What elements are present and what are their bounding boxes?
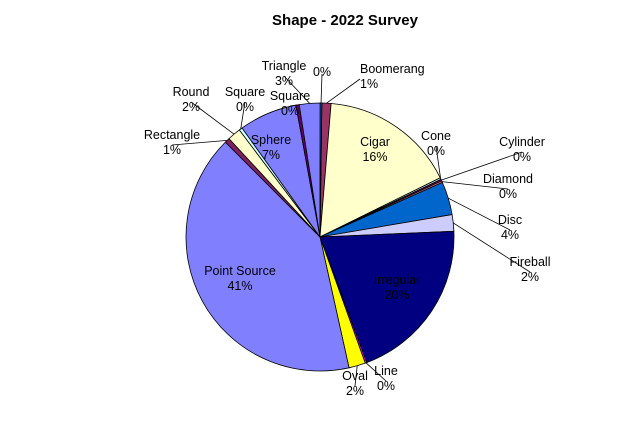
slice-label-square-13: Square (225, 85, 265, 99)
chart-title: Shape - 2022 Survey (272, 12, 419, 29)
pie-slices (185, 102, 455, 372)
slice-percent-rectangle-11: 1% (163, 143, 181, 157)
slice-label-cigar-1: Cigar (360, 135, 390, 149)
leader-line-disc-5 (448, 197, 511, 231)
slice-label-irregular-7: Irregular (374, 273, 421, 287)
slice-label-boomerang-0: Boomerang (360, 62, 425, 76)
slice-percent-irregular-7: 20% (384, 288, 409, 302)
slice-percent-round-12: 2% (182, 100, 200, 114)
slice-label-square-15: Square (270, 89, 310, 103)
leader-line-square-13 (240, 101, 246, 130)
slice-label-disc-5: Disc (498, 213, 522, 227)
slice-label-diamond-4: Diamond (483, 172, 533, 186)
slice-percent-unnamed-17: 0% (313, 65, 331, 79)
slice-label-cylinder-3: Cylinder (499, 135, 545, 149)
leader-line-unnamed-17 (320, 73, 323, 104)
slice-label-oval-9: Oval (342, 369, 368, 383)
leader-line-cylinder-3 (441, 151, 523, 181)
leader-line-square-15 (289, 104, 298, 107)
pie-slice-cigar-1 (319, 103, 441, 238)
slice-percent-point-source-10: 41% (227, 279, 252, 293)
pie-slice-irregular-7 (319, 230, 455, 364)
slice-label-rectangle-11: Rectangle (144, 128, 200, 142)
leader-line-boomerang-0 (326, 78, 361, 104)
slice-percent-disc-5: 4% (501, 228, 519, 242)
slice-percent-square-15: 0% (281, 104, 299, 118)
slice-label-point-source-10: Point Source (204, 264, 276, 278)
slice-label-line-8: Line (374, 364, 398, 378)
slice-label-round-12: Round (173, 85, 210, 99)
slice-percent-cone-2: 0% (427, 144, 445, 158)
pie-slice-point-source-10 (185, 141, 350, 372)
leader-line-line-8 (365, 362, 387, 382)
slice-label-fireball-6: Fireball (510, 255, 551, 269)
slice-percent-cigar-1: 16% (362, 150, 387, 164)
leader-line-rectangle-11 (171, 139, 228, 146)
slice-percent-square-13: 0% (236, 100, 254, 114)
slice-percent-boomerang-0: 1% (360, 77, 378, 91)
slice-percent-line-8: 0% (377, 379, 395, 393)
leader-line-fireball-6 (453, 222, 531, 273)
slice-percent-oval-9: 2% (346, 384, 364, 398)
slice-label-sphere-14: Sphere (251, 133, 291, 147)
leader-line-round-12 (190, 101, 235, 135)
pie-labels: Boomerang1%Cigar16%Cone0%Cylinder0%Diamo… (144, 59, 551, 398)
leader-line-oval-9 (354, 365, 358, 387)
slice-percent-fireball-6: 2% (521, 270, 539, 284)
slice-percent-sphere-14: 7% (262, 148, 280, 162)
leader-line-triangle-16 (283, 75, 310, 104)
slice-percent-cylinder-3: 0% (513, 150, 531, 164)
slice-percent-diamond-4: 0% (499, 187, 517, 201)
slice-percent-triangle-16: 3% (275, 74, 293, 88)
leader-line-cone-2 (435, 145, 441, 179)
slice-label-cone-2: Cone (421, 129, 451, 143)
slice-label-triangle-16: Triangle (262, 59, 307, 73)
leader-line-diamond-4 (441, 181, 509, 190)
